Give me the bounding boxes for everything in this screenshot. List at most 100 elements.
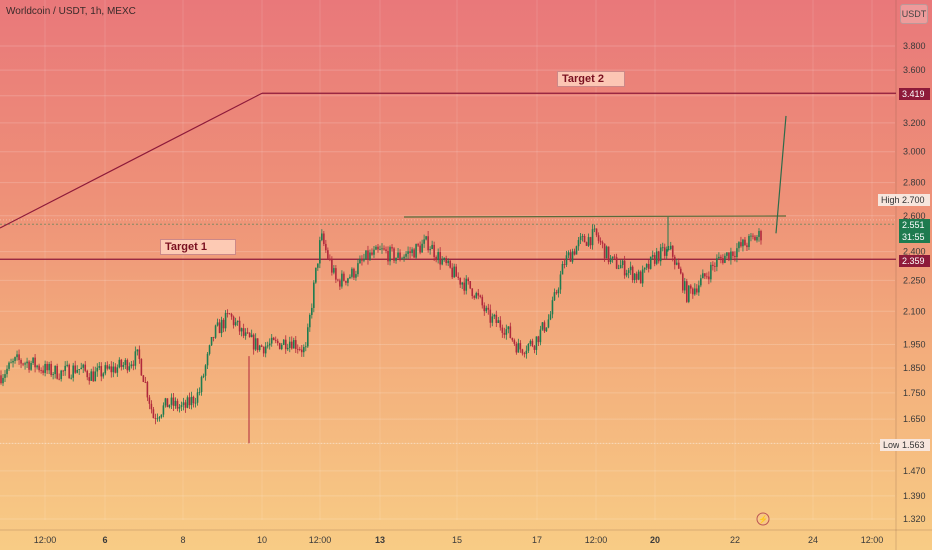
candle-body — [539, 329, 542, 343]
candle-body — [465, 278, 468, 291]
candle-body — [692, 288, 694, 295]
candle-body — [118, 359, 121, 368]
candle-body — [708, 276, 710, 280]
high-label: High — [878, 194, 903, 206]
candle-body — [154, 418, 157, 419]
candle-body — [148, 397, 151, 404]
candle-body — [389, 247, 391, 262]
candle-body — [278, 343, 281, 350]
candle-body — [8, 362, 10, 369]
candle-body — [313, 282, 315, 308]
candle-body — [651, 255, 654, 257]
currency-button[interactable]: USDT — [900, 4, 928, 24]
candle-body — [383, 248, 385, 250]
candle-body — [335, 268, 337, 280]
candle-body — [238, 320, 241, 332]
candle-body — [409, 251, 411, 254]
y-tick-label: 1.750 — [903, 388, 926, 398]
candle-body — [164, 398, 167, 406]
candle-body — [158, 417, 161, 419]
candle-body — [329, 258, 331, 260]
candle-body — [573, 251, 576, 255]
candle-body — [98, 366, 101, 368]
candle-body — [260, 345, 263, 347]
candle-body — [357, 263, 359, 275]
candle-body — [26, 361, 28, 364]
candle-body — [629, 266, 632, 271]
candle-body — [543, 322, 546, 332]
candle-body — [268, 343, 271, 346]
candle-body — [272, 337, 275, 340]
candle-body — [180, 405, 183, 408]
candle-body — [704, 273, 706, 277]
candle-body — [706, 276, 708, 278]
candle-body — [593, 228, 596, 230]
candle-body — [262, 346, 265, 354]
candle-body — [126, 360, 129, 371]
candle-body — [282, 339, 285, 345]
candle-body — [696, 288, 698, 293]
candle-body — [16, 354, 18, 358]
candle-body — [547, 319, 550, 328]
candle-body — [82, 364, 85, 368]
candle-body — [20, 360, 22, 364]
candle-body — [519, 343, 522, 350]
candle-body — [744, 239, 746, 246]
candle-body — [152, 409, 155, 419]
candle-body — [694, 288, 696, 295]
candle-body — [64, 365, 66, 372]
candle-body — [122, 364, 125, 367]
candle-body — [603, 243, 606, 259]
candle-body — [495, 314, 498, 323]
candle-body — [702, 273, 704, 279]
candle-body — [487, 307, 490, 310]
x-tick-label: 8 — [180, 535, 185, 545]
candle-body — [106, 365, 109, 369]
candle-body — [10, 362, 12, 364]
lightning-icon-glyph: ⚡ — [758, 514, 768, 524]
candle-body — [613, 256, 616, 258]
candle-body — [194, 402, 197, 404]
candle-body — [511, 337, 514, 341]
candle-body — [34, 357, 36, 368]
candle-body — [270, 337, 273, 344]
candle-body — [505, 329, 508, 335]
candle-body — [325, 243, 327, 251]
candle-body — [599, 240, 602, 243]
y-tick-label: 3.800 — [903, 41, 926, 51]
candle-body — [379, 249, 381, 251]
candle-body — [671, 245, 674, 257]
candle-body — [615, 257, 618, 269]
candle-body — [754, 236, 756, 241]
candle-body — [100, 366, 103, 377]
candle-body — [742, 239, 744, 247]
candle-body — [369, 252, 371, 260]
candle-body — [136, 349, 139, 352]
candle-body — [579, 236, 582, 241]
candle-body — [617, 268, 620, 270]
candle-body — [14, 357, 16, 361]
candle-body — [583, 235, 586, 243]
candle-body — [395, 257, 397, 261]
candle-body — [645, 263, 648, 268]
candle-body — [748, 235, 750, 248]
candle-body — [716, 258, 718, 267]
y-tick-label: 2.100 — [903, 306, 926, 316]
candle-body — [625, 273, 628, 276]
candle-body — [481, 296, 484, 306]
candle-body — [609, 258, 612, 262]
candle-body — [427, 236, 429, 251]
candle-body — [521, 349, 524, 354]
candle-body — [130, 364, 133, 367]
candle-body — [457, 276, 460, 278]
candle-body — [595, 228, 598, 236]
candle-body — [577, 240, 580, 247]
target-1-price-tag: 2.359 — [899, 255, 930, 267]
candle-body — [236, 320, 239, 323]
candle-body — [256, 338, 259, 351]
candle-body — [52, 374, 54, 376]
candle-body — [168, 404, 171, 408]
candle-body — [355, 274, 357, 278]
candle-body — [453, 266, 455, 278]
